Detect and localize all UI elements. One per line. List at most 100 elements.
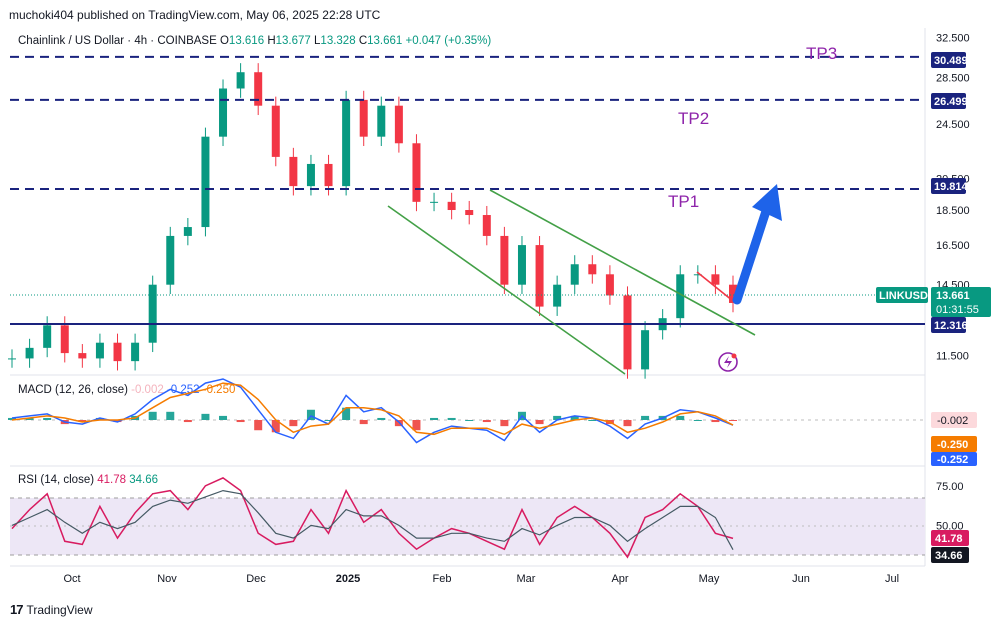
macd-hist-value: -0.002 <box>131 384 164 396</box>
open-value: 13.616 <box>228 35 265 47</box>
time-axis-ticks: Oct Nov Dec 2025 Feb Mar Apr May Jun Jul <box>63 573 899 585</box>
macd-hist-bar <box>676 415 685 420</box>
macd-hist-bar <box>570 415 579 420</box>
tradingview-logo-icon[interactable]: 17 <box>10 602 24 617</box>
svg-text:26.499: 26.499 <box>934 96 968 108</box>
tp3-badge: 30.489 <box>931 52 968 68</box>
rsi-name[interactable]: RSI (14, close) <box>18 474 95 486</box>
rsi-axis-ticks: 75.00 50.00 <box>936 481 964 533</box>
symbol-price-badge: LINKUSD <box>876 287 928 303</box>
macd-hist-bar <box>482 420 491 423</box>
candle-body <box>25 347 34 359</box>
time-tick-label: Oct <box>63 573 80 585</box>
macd-hist-bar <box>95 417 104 420</box>
candle-body <box>553 284 562 307</box>
flash-icon[interactable] <box>718 352 738 372</box>
candle-body <box>641 330 650 370</box>
macd-signal-line <box>11 382 734 436</box>
macd-hist-bar <box>201 413 210 420</box>
price-tick-label: 24.500 <box>936 119 970 131</box>
rsi-value: 41.78 <box>97 474 127 486</box>
pullback-line[interactable] <box>696 271 734 302</box>
price-axis-ticks: 32.50028.50024.50020.50018.50016.50014.5… <box>936 32 970 362</box>
macd-hist-bar <box>342 407 351 420</box>
macd-hist-bar <box>412 420 421 431</box>
time-tick-label: Feb <box>433 573 452 585</box>
candle-body <box>412 143 421 202</box>
macd-lines <box>11 378 734 444</box>
candle-body <box>131 342 140 362</box>
macd-legend: MACD (12, 26, close) -0.002 -0.252 -0.25… <box>18 384 235 396</box>
candle-body <box>711 274 720 285</box>
projection-arrow-shaft[interactable] <box>732 200 773 305</box>
macd-hist-bar <box>535 420 544 425</box>
symbol-legend: Chainlink / US Dollar · 4h · COINBASE O1… <box>18 35 491 47</box>
change-value: +0.047 (+0.35%) <box>405 35 492 47</box>
macd-hist-bar <box>289 420 298 427</box>
svg-text:-0.252: -0.252 <box>937 454 968 466</box>
time-tick-label: Nov <box>157 573 177 585</box>
macd-hist-bar <box>148 411 157 420</box>
macd-hist-bar <box>588 420 597 421</box>
macd-line <box>11 378 734 444</box>
macd-signal-badge: -0.250 <box>931 436 977 452</box>
candle-body <box>482 215 491 236</box>
candle-body <box>183 227 192 236</box>
target-levels[interactable] <box>10 55 925 190</box>
macd-name[interactable]: MACD (12, 26, close) <box>18 384 128 396</box>
candle-body <box>219 88 228 137</box>
wedge-lower-line[interactable] <box>387 205 626 375</box>
tp1-badge: 19.814 <box>931 178 969 194</box>
candle-body <box>430 201 439 203</box>
tp1-label: TP1 <box>668 192 699 211</box>
candle-body <box>377 105 386 137</box>
rsi-tick-label: 50.00 <box>936 520 964 532</box>
svg-text:12.316: 12.316 <box>934 320 968 332</box>
projection-arrow-head[interactable] <box>752 184 782 221</box>
flash-bolt-icon <box>724 356 732 368</box>
rsi-ma-value: 34.66 <box>129 474 159 486</box>
rsi-ma-badge: 34.66 <box>931 547 969 563</box>
macd-hist-bar <box>254 420 263 431</box>
rsi-lines <box>11 477 734 559</box>
candle-body <box>359 99 368 137</box>
symbol-name[interactable]: Chainlink / US Dollar · 4h · COINBASE <box>18 35 217 47</box>
candle-body <box>148 284 157 343</box>
low-value: 13.328 <box>320 35 356 47</box>
last-price-badge: 13.661 01:31:55 <box>931 287 991 317</box>
wedge-upper-line[interactable] <box>489 189 756 336</box>
time-tick-label: 2025 <box>336 573 360 585</box>
high-label: H <box>267 35 276 47</box>
candle-body <box>324 163 333 187</box>
macd-hist-bar <box>447 417 456 420</box>
macd-hist-bar <box>693 420 702 421</box>
tp2-badge: 26.499 <box>931 93 968 109</box>
candle-body <box>236 72 245 89</box>
footer-brand[interactable]: TradingView <box>26 602 93 617</box>
candle-body <box>113 342 122 362</box>
candle-body <box>8 358 16 360</box>
footer: 17 TradingView <box>10 602 93 617</box>
svg-text:LINKUSD: LINKUSD <box>879 290 928 302</box>
macd-hist-bar <box>377 417 386 420</box>
macd-hist-bar <box>500 420 509 427</box>
macd-hist-bar <box>623 420 632 427</box>
macd-hist-bar <box>78 420 87 423</box>
macd-hist-bar <box>359 420 368 425</box>
time-tick-label: May <box>699 573 720 585</box>
candle-body <box>535 245 544 307</box>
candle-body <box>394 105 403 144</box>
macd-hist-bar <box>729 420 737 421</box>
svg-text:13.661: 13.661 <box>936 290 970 302</box>
low-label: L <box>314 35 321 47</box>
svg-text:-0.002: -0.002 <box>937 415 968 427</box>
candle-body <box>693 274 702 276</box>
candle-body <box>623 295 632 370</box>
close-value: 13.661 <box>367 35 403 47</box>
time-tick-label: Mar <box>517 573 536 585</box>
time-tick-label: Apr <box>611 573 628 585</box>
candle-body <box>447 201 456 211</box>
candle-body <box>271 105 280 157</box>
price-tick-label: 32.500 <box>936 32 970 44</box>
